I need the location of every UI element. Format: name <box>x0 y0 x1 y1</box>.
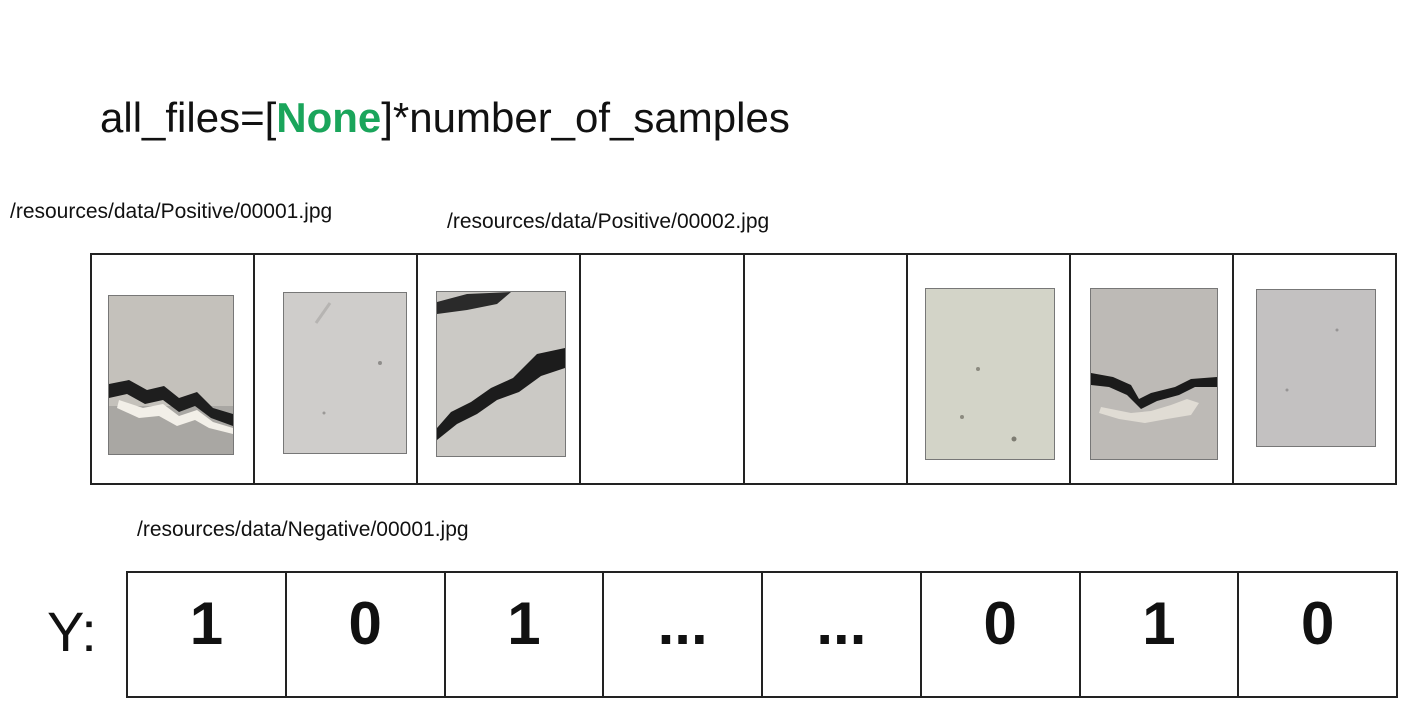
code-line: all_files=[None]*number_of_samples <box>100 92 790 144</box>
label-cell: 1 <box>128 573 287 696</box>
path-positive-2: /resources/data/Positive/00002.jpg <box>447 210 770 233</box>
code-prefix: all_files=[ <box>100 94 277 141</box>
image-cell <box>908 255 1071 483</box>
label-cell: ... <box>604 573 763 696</box>
image-cell <box>1234 255 1395 483</box>
crack-image <box>108 295 234 455</box>
image-cell <box>1071 255 1234 483</box>
image-cell-empty <box>745 255 908 483</box>
image-cell <box>255 255 419 483</box>
label-array: 1 0 1 ... ... 0 1 0 <box>126 571 1398 698</box>
plain-surface-image <box>924 288 1055 460</box>
crack-image <box>436 291 567 457</box>
label-cell: 1 <box>1081 573 1240 696</box>
path-positive-1: /resources/data/Positive/00001.jpg <box>10 200 333 223</box>
plain-surface-image <box>283 292 408 454</box>
label-cell: ... <box>763 573 922 696</box>
y-label: Y: <box>47 600 97 663</box>
label-cell: 1 <box>446 573 605 696</box>
plain-surface-image <box>1255 289 1376 447</box>
image-cell-empty <box>581 255 745 483</box>
code-suffix: ]*number_of_samples <box>381 94 790 141</box>
code-keyword-none: None <box>276 94 382 141</box>
label-cell: 0 <box>287 573 446 696</box>
path-negative-1: /resources/data/Negative/00001.jpg <box>137 518 469 541</box>
label-cell: 0 <box>1300 590 1335 657</box>
image-cell <box>418 255 582 483</box>
image-array <box>90 253 1397 485</box>
crack-image <box>1089 288 1218 460</box>
label-cell: 0 <box>922 573 1081 696</box>
image-cell <box>92 255 256 483</box>
